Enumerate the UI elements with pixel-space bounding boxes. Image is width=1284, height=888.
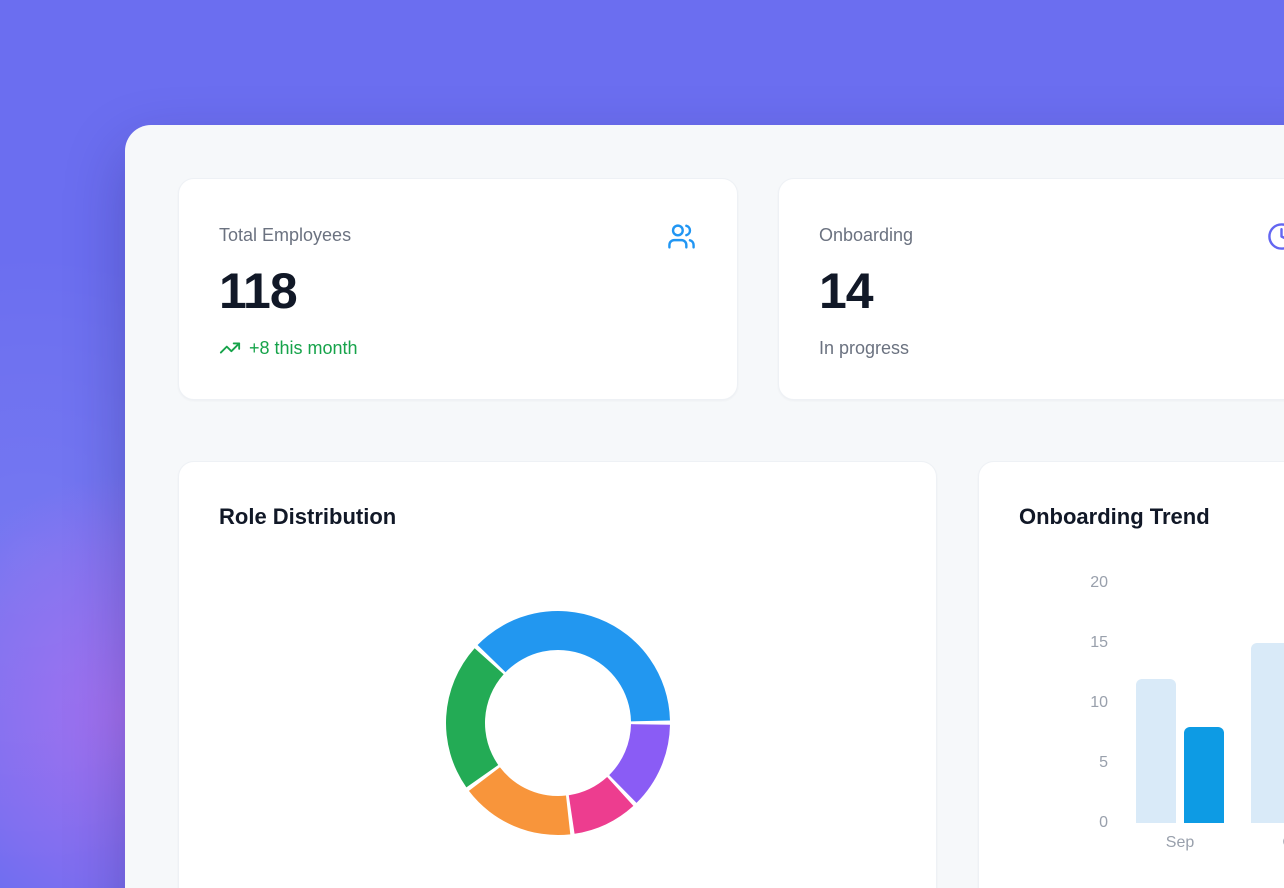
y-axis-tick-20: 20	[1090, 574, 1108, 591]
x-axis-label-oct: Oct	[1235, 832, 1284, 854]
stat-card-body: Total Employees 118 +8 this month	[179, 179, 737, 359]
y-axis-tick-0: 0	[1099, 814, 1108, 831]
stat-card-body: Onboarding 14 In progress	[779, 179, 1284, 359]
stat-delta-row: +8 this month	[219, 337, 697, 359]
stat-note-row: In progress	[819, 337, 1284, 359]
stat-card-onboarding: Onboarding 14 In progress	[778, 178, 1284, 400]
x-axis-label-sep: Sep	[1165, 834, 1195, 851]
chart-card-role-distribution: Role Distribution	[178, 461, 937, 888]
donut-segment-pink	[568, 776, 634, 834]
dashboard-panel: Total Employees 118 +8 this month	[125, 125, 1284, 888]
stat-note-text: In progress	[819, 338, 910, 358]
bar-oct-light	[1251, 643, 1284, 823]
chart-title: Role Distribution	[219, 504, 397, 529]
y-axis-tick-5: 5	[1099, 754, 1108, 771]
donut-segment-green	[446, 648, 504, 788]
stat-card-total-employees: Total Employees 118 +8 this month	[178, 178, 738, 400]
bar-sep-dark	[1184, 727, 1224, 823]
bar-sep-light	[1136, 679, 1176, 823]
role-distribution-donut-chart	[446, 611, 670, 835]
y-axis-tick-10: 10	[1090, 694, 1108, 711]
y-axis-tick-15: 15	[1090, 634, 1108, 651]
donut-segment-orange	[468, 767, 571, 835]
stat-value: 14	[819, 263, 874, 319]
chart-card-onboarding-trend: Onboarding Trend 0 5 10 15 20 Sep Oct	[978, 461, 1284, 888]
users-icon	[667, 222, 696, 251]
stat-label: Total Employees	[219, 225, 352, 245]
stat-delta-text: +8 this month	[249, 338, 358, 358]
donut-segment-purple	[609, 724, 670, 803]
onboarding-trend-bar-chart: 0 5 10 15 20 Sep Oct	[979, 462, 1284, 888]
stat-value: 118	[219, 263, 298, 319]
trending-up-icon	[219, 337, 241, 359]
clock-icon	[1267, 222, 1284, 251]
donut-segment-blue	[477, 611, 670, 722]
chart-title: Onboarding Trend	[1019, 504, 1210, 529]
stat-label: Onboarding	[819, 225, 914, 245]
